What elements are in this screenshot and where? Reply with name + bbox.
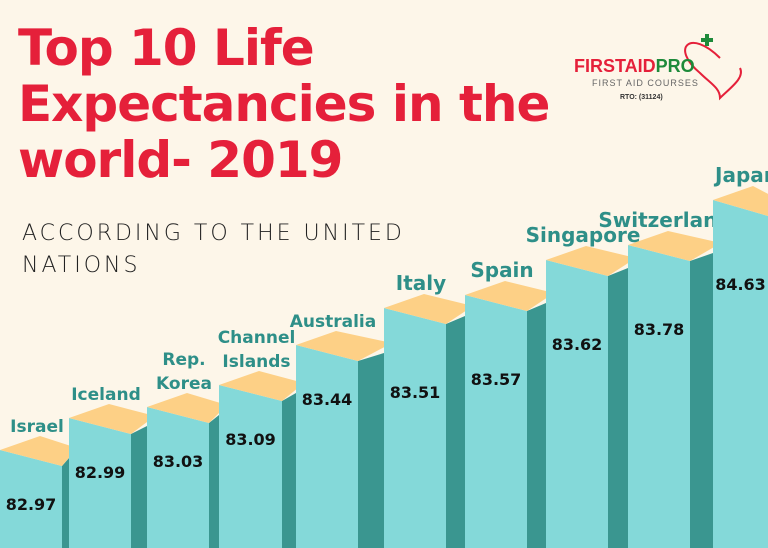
bar-front [147, 407, 209, 548]
value-label: 83.78 [634, 320, 685, 339]
bar-top [0, 436, 77, 466]
bar-front [465, 295, 527, 548]
bar-side [209, 415, 219, 548]
bar-front [0, 450, 62, 548]
category-label: Iceland [71, 385, 141, 405]
bar-front [296, 345, 358, 548]
bar-front [713, 200, 768, 548]
bar-top [219, 371, 304, 401]
bar-side [608, 268, 628, 548]
category-label: Switzerland [598, 208, 731, 232]
category-label: Israel [10, 417, 64, 437]
bar-front [69, 418, 131, 548]
page-title: Top 10 Life Expectancies in the world- 2… [18, 19, 550, 189]
value-label: 83.51 [390, 383, 441, 402]
bar-top [147, 393, 227, 423]
category-label: Italy [396, 271, 446, 295]
bar-front [628, 245, 690, 548]
bar-top [465, 281, 554, 311]
firstaidpro-logo: FIRSTAIDPRO FIRST AID COURSES RTO: (3112… [574, 34, 742, 101]
category-label: Japan [713, 163, 768, 187]
value-label: 83.03 [153, 452, 204, 471]
bar-top [384, 294, 473, 324]
category-label: Australia [290, 312, 377, 332]
value-label: 83.57 [471, 370, 522, 389]
bar-top [296, 331, 392, 361]
category-label: Islands [222, 352, 290, 372]
svg-text:RTO: (31124): RTO: (31124) [620, 94, 663, 101]
bar-side [131, 426, 147, 548]
bar-top [546, 246, 636, 276]
bar-side [446, 316, 465, 548]
value-label: 82.97 [6, 495, 57, 514]
bar-top [69, 404, 155, 434]
bar-side [62, 458, 69, 548]
category-label: Channel [218, 328, 296, 348]
bar-front [219, 385, 282, 548]
bar-side [282, 393, 296, 548]
bar-front [384, 308, 446, 548]
subtitle: ACCORDING TO THE UNITED NATIONS [22, 221, 405, 278]
bar-side [690, 253, 713, 548]
bar-front [546, 260, 608, 548]
value-label: 83.09 [225, 430, 276, 449]
category-label: Korea [156, 374, 212, 394]
bar-top [628, 231, 721, 261]
category-label: Spain [470, 258, 533, 282]
svg-text:FIRST AID COURSES: FIRST AID COURSES [592, 78, 699, 88]
category-label: Singapore [526, 223, 641, 247]
value-label: 83.44 [302, 390, 353, 409]
svg-text:FIRSTAIDPRO: FIRSTAIDPRO [574, 56, 695, 76]
bar-top [713, 186, 768, 216]
bar-side [358, 353, 384, 548]
value-label: 83.62 [552, 335, 603, 354]
value-label: 84.63 [715, 275, 766, 294]
value-label: 82.99 [75, 463, 126, 482]
category-label: Rep. [162, 350, 205, 370]
bar-side [527, 303, 546, 548]
